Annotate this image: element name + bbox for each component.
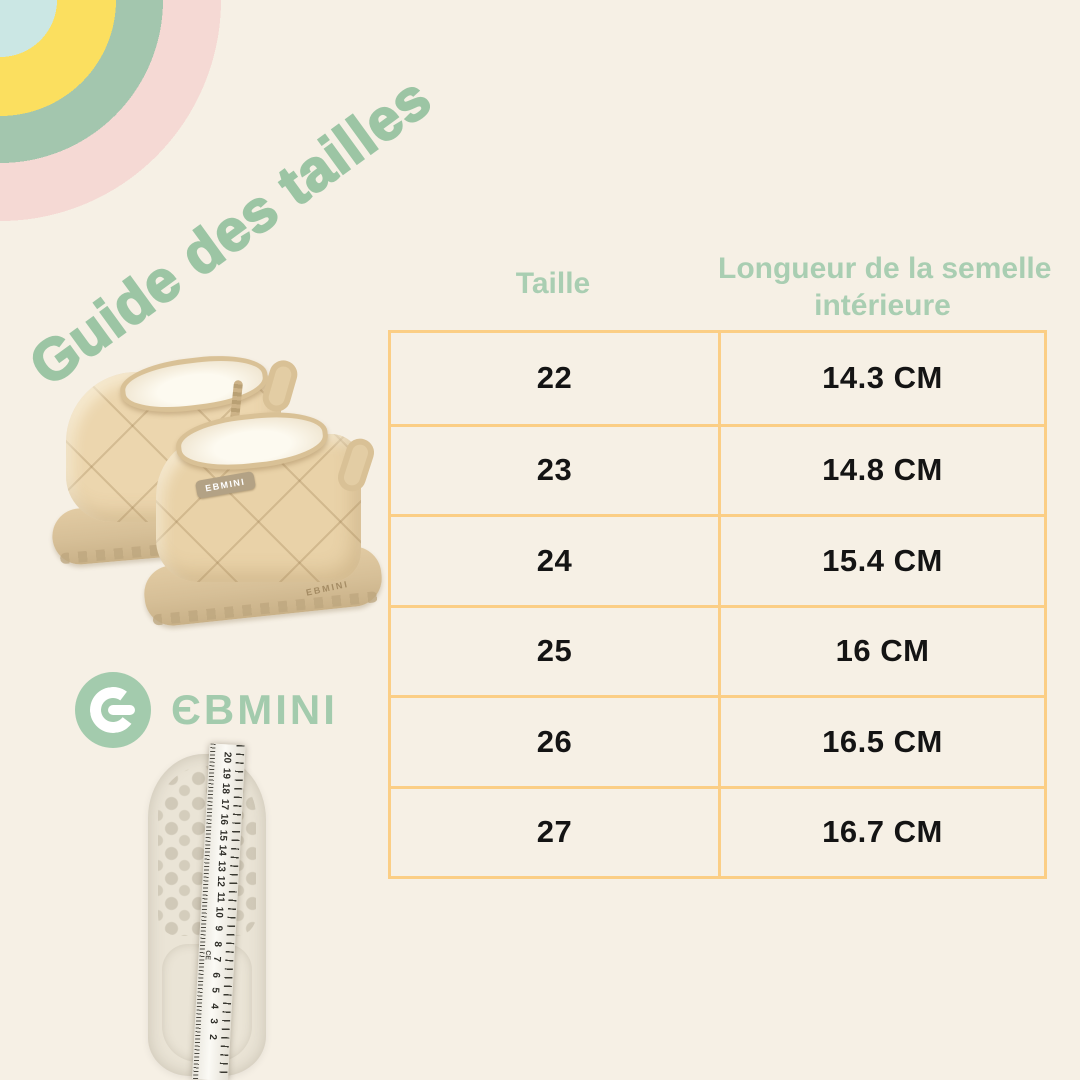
- size-table: 22 14.3 CM 23 14.8 CM 24 15.4 CM 25 16 C…: [388, 330, 1047, 879]
- ruler-number: 13: [215, 860, 228, 872]
- cell-longueur: 16 CM: [835, 633, 930, 669]
- ruler-number: 6: [210, 971, 222, 978]
- ruler-ce-mark: CE: [203, 950, 212, 961]
- column-header-longueur: Longueur de la semelle intérieure: [718, 250, 1052, 324]
- ruler-number: 19: [220, 767, 233, 779]
- cell-longueur: 16.7 CM: [822, 814, 943, 850]
- ebmini-logo-icon: [75, 672, 151, 748]
- table-row: 22 14.3 CM: [391, 333, 1044, 424]
- table-row: 25 16 CM: [391, 604, 1044, 695]
- table-row: 24 15.4 CM: [391, 514, 1044, 605]
- rainbow-icon: [0, 0, 260, 260]
- ruler-number: 7: [211, 956, 223, 963]
- cell-taille: 25: [391, 607, 721, 695]
- cell-taille: 26: [391, 698, 721, 786]
- ruler-number: 17: [219, 798, 231, 810]
- ruler-number: 18: [219, 782, 232, 795]
- ruler-number: 11: [214, 891, 226, 903]
- table-row: 26 16.5 CM: [391, 695, 1044, 786]
- table-row: 23 14.8 CM: [391, 423, 1044, 514]
- ruler-number: 15: [217, 829, 230, 841]
- cell-longueur: 14.3 CM: [822, 360, 943, 396]
- cell-longueur: 16.5 CM: [822, 723, 943, 759]
- cell-longueur: 14.8 CM: [822, 452, 943, 488]
- ruler-number: 2: [207, 1033, 219, 1040]
- column-header-taille: Taille: [515, 267, 591, 300]
- heel-loop-icon: [259, 357, 301, 415]
- brand-name: ЄBMINI: [171, 686, 338, 733]
- ruler-number: 16: [218, 813, 230, 826]
- insole-photo: 20 19 18 17 16 15 14 13 12 11 10 9 8 7 6…: [146, 743, 276, 1080]
- cell-longueur: 15.4 CM: [822, 542, 943, 578]
- ruler-number: 20: [221, 751, 234, 764]
- ruler-number: 4: [208, 1002, 221, 1009]
- column-header-longueur-line2: intérieure: [814, 289, 951, 322]
- cell-taille: 23: [391, 426, 721, 514]
- ruler-number: 3: [207, 1018, 220, 1025]
- ruler-number: 9: [212, 925, 225, 932]
- ruler-number: 10: [213, 906, 226, 919]
- cell-taille: 24: [391, 517, 721, 605]
- table-header-row: Taille Longueur de la semelle intérieure: [388, 250, 1052, 324]
- brand-logo: ЄBMINI: [75, 672, 338, 748]
- ruler-number: 12: [215, 875, 227, 888]
- cell-taille: 22: [391, 333, 721, 424]
- boots-photo: EBMINI EBMINI: [28, 349, 385, 629]
- cell-taille: 27: [391, 788, 721, 876]
- ruler-number: 14: [216, 844, 229, 857]
- column-header-longueur-line1: Longueur de la semelle: [718, 252, 1052, 285]
- ruler-number: 5: [209, 987, 221, 994]
- ruler-number: 8: [212, 940, 224, 947]
- table-row: 27 16.7 CM: [391, 785, 1044, 876]
